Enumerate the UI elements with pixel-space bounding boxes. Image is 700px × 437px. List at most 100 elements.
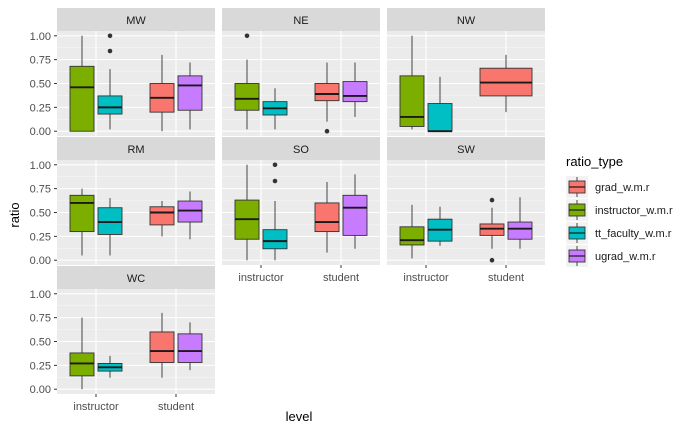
box-body: [149, 331, 175, 363]
box-tt-faculty-w-m-r: [427, 76, 453, 133]
x-tick-label: student: [488, 272, 524, 284]
box-instructor-w-m-r: [234, 33, 260, 130]
box-body: [177, 75, 203, 111]
facet-panel-wc: WC 0.00 0.25 0.50 0.75 1.00 instructor student: [30, 266, 215, 413]
box-tt-faculty-w-m-r: [97, 198, 123, 256]
outlier-point: [244, 33, 250, 39]
box-body: [399, 75, 425, 127]
legend-item-label: ugrad_w.m.r: [595, 251, 656, 263]
box-ugrad-w-m-r: [507, 197, 533, 249]
facet-strip-label: WC: [127, 273, 145, 285]
box-instructor-w-m-r: [69, 35, 95, 132]
box-body: [234, 83, 260, 111]
box-grad-w-m-r: [149, 54, 175, 132]
y-tick-label: 0.25: [30, 360, 51, 372]
box-instructor-w-m-r: [399, 35, 425, 130]
box-body: [177, 333, 203, 363]
facet-strip: [57, 137, 215, 160]
box-body: [97, 207, 123, 235]
box-grad-w-m-r: [479, 197, 505, 263]
outlier-point: [324, 128, 330, 134]
box-tt-faculty-w-m-r: [97, 33, 123, 130]
outlier-point: [272, 178, 278, 184]
box-body: [69, 352, 95, 377]
legend-item-label: instructor_w.m.r: [595, 205, 673, 217]
legend-item-grad-w-m-r: grad_w.m.r: [566, 176, 650, 198]
x-tick-label: student: [323, 272, 359, 284]
outlier-point: [272, 162, 278, 168]
box-body: [342, 81, 368, 103]
box-body: [262, 229, 288, 250]
facet-panel-rm: RM 0.00 0.25 0.50 0.75 1.00: [30, 137, 215, 267]
facet-strip: [387, 8, 545, 31]
outlier-point: [107, 48, 113, 54]
legend-item-tt-faculty-w-m-r: tt_faculty_w.m.r: [566, 222, 672, 244]
x-tick-label: instructor: [238, 272, 284, 284]
box-tt-faculty-w-m-r: [97, 355, 123, 378]
box-body: [149, 206, 175, 226]
legend: ratio_type grad_w.m.r instructor_w.m.r tt_…: [566, 154, 673, 267]
box-ugrad-w-m-r: [342, 174, 368, 249]
y-tick-label: 0.25: [30, 231, 51, 243]
facet-panel-so: SO instructor student: [222, 137, 380, 284]
box-body: [507, 221, 533, 240]
box-ugrad-w-m-r: [342, 62, 368, 117]
facet-panel-ne: NE: [222, 8, 380, 136]
box-body: [314, 202, 340, 233]
box-instructor-w-m-r: [234, 164, 260, 261]
outlier-point: [107, 33, 113, 39]
y-tick-label: 0.50: [30, 337, 51, 349]
facet-strip-label: SW: [457, 144, 475, 156]
box-instructor-w-m-r: [69, 188, 95, 256]
box-grad-w-m-r: [149, 312, 175, 378]
outlier-point: [489, 257, 495, 263]
box-tt-faculty-w-m-r: [262, 88, 288, 130]
box-grad-w-m-r: [149, 201, 175, 237]
y-tick-label: 0.25: [30, 102, 51, 114]
y-tick-label: 0.50: [30, 208, 51, 220]
box-body: [177, 200, 203, 223]
facet-strip-label: SO: [293, 144, 309, 156]
legend-item-label: grad_w.m.r: [595, 182, 650, 194]
facet-strip-label: NE: [293, 15, 308, 27]
facet-panels: MW 0.00 0.25 0.50 0.75 1.00 NE NW RM 0.00 0.25 0.50…: [30, 8, 545, 413]
facet-strip: [222, 8, 380, 31]
box-ugrad-w-m-r: [177, 191, 203, 240]
legend-item-instructor-w-m-r: instructor_w.m.r: [566, 199, 673, 221]
box-body: [427, 103, 453, 132]
legend-item-ugrad-w-m-r: ugrad_w.m.r: [566, 245, 656, 267]
y-tick-label: 0.00: [30, 384, 51, 396]
box-body: [97, 95, 123, 115]
outlier-point: [489, 197, 495, 203]
box-body: [399, 226, 425, 246]
x-axis-title: level: [286, 409, 313, 424]
y-tick-label: 0.75: [30, 184, 51, 196]
box-body: [314, 83, 340, 102]
facet-strip: [387, 137, 545, 160]
facet-strip: [57, 266, 215, 289]
y-tick-label: 0.50: [30, 79, 51, 91]
x-tick-label: instructor: [403, 272, 449, 284]
box-tt-faculty-w-m-r: [427, 206, 453, 246]
legend-title: ratio_type: [566, 154, 623, 169]
y-tick-label: 1.00: [30, 289, 51, 301]
x-tick-label: student: [158, 401, 194, 413]
box-grad-w-m-r: [479, 54, 533, 113]
box-instructor-w-m-r: [69, 317, 95, 390]
facet-strip-label: RM: [127, 144, 144, 156]
box-body: [69, 65, 95, 132]
y-tick-label: 0.00: [30, 255, 51, 267]
facet-strip: [57, 8, 215, 31]
facet-strip-label: NW: [457, 15, 476, 27]
y-tick-label: 0.00: [30, 126, 51, 138]
facet-strip-label: MW: [126, 15, 146, 27]
y-tick-label: 0.75: [30, 313, 51, 325]
box-body: [479, 223, 505, 236]
box-ugrad-w-m-r: [177, 322, 203, 371]
box-ugrad-w-m-r: [177, 62, 203, 130]
y-axis-title: ratio: [7, 202, 22, 227]
facet-panel-mw: MW 0.00 0.25 0.50 0.75 1.00: [30, 8, 215, 138]
facet-panel-nw: NW: [387, 8, 545, 136]
